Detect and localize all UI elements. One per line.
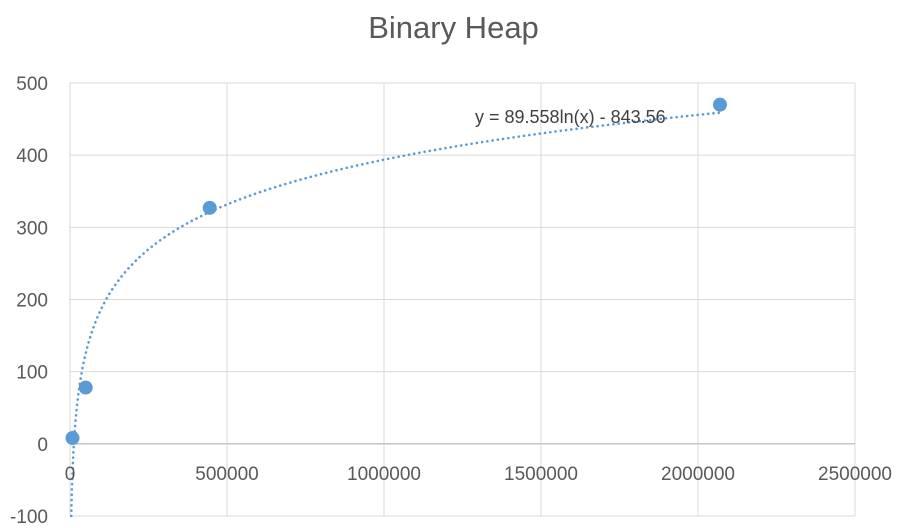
data-point: [202, 200, 217, 215]
trendline-equation: y = 89.558ln(x) - 843.56: [475, 107, 666, 127]
annotation-layer: y = 89.558ln(x) - 843.56: [475, 107, 666, 127]
x-tick-labels: 0 500000 1000000 1500000 2000000 2500000: [65, 464, 892, 485]
x-tick-label: 1000000: [347, 464, 421, 485]
x-tick-label: 1500000: [504, 464, 578, 485]
data-point: [78, 380, 93, 395]
y-tick-label: 300: [16, 218, 48, 239]
y-tick-label: 100: [16, 363, 48, 384]
x-tick-label: 500000: [195, 464, 258, 485]
y-tick-label: 200: [16, 291, 48, 312]
data-points-layer: [65, 97, 727, 446]
data-point: [65, 431, 80, 446]
x-tick-label: 2500000: [818, 464, 892, 485]
y-tick-label: -100: [10, 507, 48, 528]
x-tick-label: 2000000: [661, 464, 735, 485]
trendline-layer: [69, 111, 722, 518]
chart-title: Binary Heap: [368, 10, 539, 45]
y-tick-label: 400: [16, 146, 48, 167]
data-point: [712, 97, 727, 112]
x-tick-label: 0: [65, 464, 76, 485]
y-tick-label: 500: [16, 74, 48, 95]
trendline: [69, 111, 722, 518]
y-tick-labels: -100 0 100 200 300 400 500: [10, 74, 48, 528]
grid-lines: [69, 82, 856, 517]
y-tick-label: 0: [37, 435, 48, 456]
